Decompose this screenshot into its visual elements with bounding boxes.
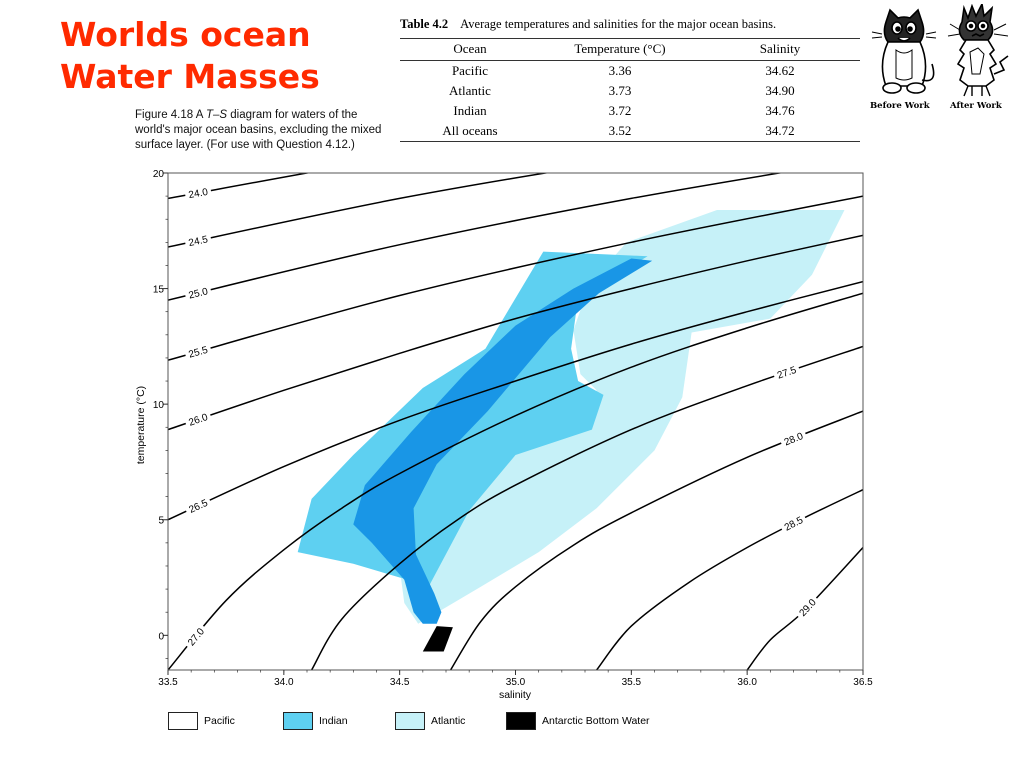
isopycnal-27-0 — [168, 292, 863, 670]
table-label: Table 4.2 — [400, 17, 449, 31]
cell-salinity: 34.62 — [765, 63, 795, 78]
legend-label-atlantic: Atlantic — [431, 715, 466, 727]
cell-temperature: 3.73 — [608, 83, 632, 98]
y-tick-label: 10 — [153, 400, 165, 411]
isopycnal-label-28-5: 28.5 — [778, 511, 808, 535]
isopycnal-26-0 — [168, 234, 863, 431]
table-row: All oceans 3.52 34.72 — [400, 121, 860, 142]
cat-cartoon-drawing — [871, 1, 1009, 97]
slide-title-line1: Worlds ocean — [60, 15, 311, 54]
cell-temperature: 3.36 — [608, 63, 632, 78]
cell-salinity: 34.72 — [765, 123, 795, 138]
before-work-caption: Before Work — [870, 101, 930, 111]
legend-swatch-indian — [283, 712, 313, 730]
svg-text:25.5: 25.5 — [188, 345, 210, 361]
table-caption: Table 4.2 Average temperatures and salini… — [400, 17, 876, 32]
header-temperature: Temperature (°C) — [540, 38, 700, 61]
y-axis: 0 5 10 15 20 — [153, 169, 168, 659]
isopycnal-label-25-5: 25.5 — [183, 341, 213, 362]
y-tick-label: 0 — [158, 631, 164, 642]
y-tick-label: 5 — [158, 516, 164, 527]
isopycnal-label-27-5: 27.5 — [772, 361, 801, 383]
chart-legend: Pacific Indian Atlantic Antarctic Bottom… — [168, 712, 688, 734]
isopycnal-28-5 — [596, 489, 863, 670]
legend-swatch-atlantic — [395, 712, 425, 730]
x-axis: 33.5 34.0 34.5 35.0 35.5 36.0 36.5 — [158, 670, 873, 688]
isopycnal-label-25-0: 25.0 — [183, 283, 213, 302]
cell-ocean: Pacific — [451, 63, 489, 78]
region-atlantic — [399, 210, 845, 624]
cell-ocean: Atlantic — [449, 83, 491, 98]
isopycnal-28-0 — [449, 410, 863, 670]
slide-title-line2: Water Masses — [60, 57, 320, 96]
isopycnal-25-5 — [168, 195, 863, 361]
x-tick-label: 36.5 — [853, 677, 873, 688]
x-axis-label: salinity — [499, 689, 532, 701]
cell-ocean: Indian — [453, 103, 487, 118]
isopycnal-label-26-5: 26.5 — [183, 494, 213, 517]
isopycnal-label-24-5: 24.5 — [183, 231, 213, 250]
x-tick-label: 33.5 — [158, 677, 178, 688]
table-row: Atlantic 3.73 34.90 — [400, 81, 860, 101]
figure-caption: Figure 4.18 A T–S diagram for waters of … — [135, 108, 385, 153]
frazzled-cat-icon — [947, 1, 1009, 97]
x-tick-label: 34.5 — [390, 677, 410, 688]
isopycnal-29-0 — [746, 546, 863, 670]
cell-ocean: All oceans — [442, 123, 498, 138]
svg-text:25.0: 25.0 — [188, 286, 210, 301]
isopycnal-label-28-0: 28.0 — [778, 427, 808, 450]
region-pacific — [353, 258, 653, 624]
isopycnal-25-0 — [168, 173, 784, 301]
svg-text:26.0: 26.0 — [187, 412, 209, 429]
isopycnal-24-5 — [168, 173, 550, 248]
figure-caption-suffix: diagram for waters of the world's major … — [135, 109, 382, 151]
x-tick-label: 35.0 — [506, 677, 526, 688]
legend-label-pacific: Pacific — [204, 715, 235, 727]
isopycnal-24-0 — [168, 173, 311, 200]
calm-cat-icon — [871, 8, 937, 94]
x-tick-label: 35.5 — [622, 677, 642, 688]
cell-salinity: 34.90 — [765, 83, 795, 98]
legend-swatch-antarctic — [506, 712, 536, 730]
cell-temperature: 3.72 — [608, 103, 632, 118]
isopycnal-27-5 — [310, 345, 863, 670]
table-row: Indian 3.72 34.76 — [400, 101, 860, 121]
ocean-averages-table: Ocean Temperature (°C) Salinity Pacific … — [400, 38, 860, 142]
svg-text:24.5: 24.5 — [188, 234, 210, 249]
legend-swatch-pacific — [168, 712, 198, 730]
figure-caption-prefix: Figure 4.18 A — [135, 109, 206, 121]
water-mass-regions — [297, 210, 845, 652]
region-antarctic-bottom-water — [422, 626, 453, 652]
isopycnal-lines — [168, 173, 863, 670]
header-salinity: Salinity — [700, 38, 860, 61]
isopycnal-26-5 — [168, 280, 863, 521]
figure-caption-italic: T–S — [205, 109, 228, 121]
isopycnal-label-24-0: 24.0 — [184, 183, 212, 202]
table-4-2: Table 4.2 Average temperatures and salini… — [400, 17, 876, 142]
slide-title: Worlds ocean Water Masses — [60, 14, 380, 98]
table-header-row: Ocean Temperature (°C) Salinity — [400, 38, 860, 61]
y-tick-label: 20 — [153, 169, 165, 180]
cat-cartoon: Before Work After Work — [868, 1, 1016, 116]
table-row: Pacific 3.36 34.62 — [400, 61, 860, 82]
x-tick-label: 34.0 — [274, 677, 294, 688]
legend-label-indian: Indian — [319, 715, 348, 727]
svg-text:27.5: 27.5 — [776, 365, 798, 382]
y-tick-label: 15 — [153, 285, 165, 296]
svg-text:24.0: 24.0 — [188, 187, 210, 201]
header-ocean: Ocean — [400, 38, 540, 61]
y-axis-label: temperature (°C) — [135, 386, 147, 464]
legend-label-antarctic: Antarctic Bottom Water — [542, 715, 650, 727]
isopycnal-label-26-0: 26.0 — [183, 408, 213, 430]
after-work-caption: After Work — [950, 101, 1002, 111]
cell-salinity: 34.76 — [765, 103, 795, 118]
cell-temperature: 3.52 — [608, 123, 632, 138]
table-caption-text: Average temperatures and salinities for … — [460, 17, 777, 31]
x-tick-label: 36.0 — [737, 677, 757, 688]
